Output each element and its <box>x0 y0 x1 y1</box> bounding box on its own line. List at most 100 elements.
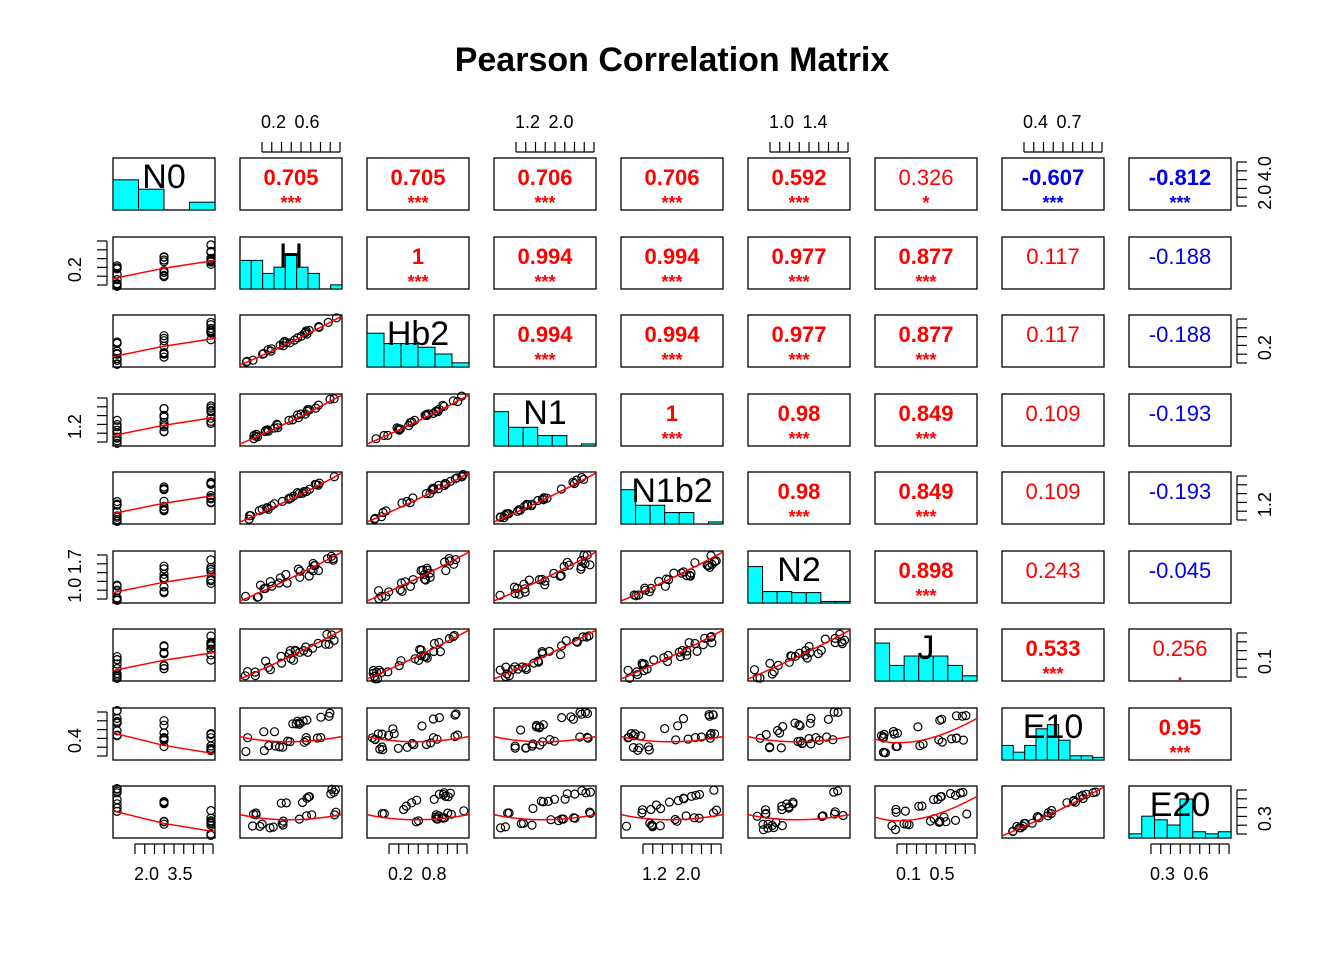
coefficient-hb2-n1b2: 0.994 <box>644 322 700 347</box>
histogram-bar <box>330 284 343 290</box>
scatter-n1-hb2 <box>366 391 470 445</box>
panel-n1b2-j <box>874 471 978 525</box>
histogram-bar <box>262 272 275 290</box>
panel-e20-hb2 <box>366 785 470 839</box>
scatter-point <box>957 711 968 721</box>
scatter-point <box>288 655 299 665</box>
scatter-point <box>159 501 169 511</box>
histogram-bar <box>1205 833 1219 839</box>
scatter-point <box>696 732 707 742</box>
scatter-point <box>773 660 783 671</box>
histogram-bar <box>1080 755 1094 761</box>
top-axis-h: 0.2 0.6 <box>261 112 341 153</box>
scatter-point <box>112 415 122 425</box>
scatter-point <box>794 720 804 730</box>
scatter-point <box>159 427 169 437</box>
scatter-point <box>707 638 717 648</box>
scatter-point <box>537 574 547 585</box>
scatter-point <box>314 322 324 332</box>
scatter-point <box>937 737 947 747</box>
scatter-h-n0 <box>112 240 216 291</box>
scatter-point <box>664 797 675 807</box>
panel-n1b2-h <box>239 471 343 525</box>
panel-e20-n2 <box>747 785 851 839</box>
scatter-n2-n0 <box>112 555 216 606</box>
scatter-point <box>269 499 279 509</box>
scatter-point <box>112 705 122 716</box>
scatter-point <box>1091 787 1101 797</box>
scatter-point <box>159 564 169 574</box>
scatter-point <box>268 822 278 832</box>
scatter-point <box>764 743 775 753</box>
scatter-n2-n1 <box>493 550 597 602</box>
scatter-j-n1b2 <box>620 629 724 683</box>
scatter-point <box>159 270 169 280</box>
scatter-point <box>582 708 593 719</box>
scatter-point <box>251 810 261 820</box>
scatter-point <box>159 733 169 743</box>
scatter-point <box>876 731 887 741</box>
scatter-point <box>679 794 689 804</box>
scatter-point <box>540 580 550 590</box>
scatter-point <box>936 791 946 802</box>
coefficient-n0-n2: 0.592 <box>771 165 826 190</box>
scatter-point <box>774 728 785 738</box>
coefficient-hb2-j: 0.877 <box>898 322 953 347</box>
scatter-e10-n1 <box>493 707 597 753</box>
scatter-point <box>935 816 945 826</box>
scatter-point <box>399 804 409 815</box>
smooth-line <box>112 494 216 515</box>
panel-hb2-e20 <box>1128 314 1232 368</box>
scatter-point <box>389 729 399 739</box>
scatter-point <box>917 801 927 811</box>
scatter-point <box>159 716 169 726</box>
scatter-point <box>112 275 122 285</box>
scatter-point <box>496 823 506 833</box>
scatter-point <box>500 822 510 832</box>
scatter-point <box>295 647 305 657</box>
scatter-point <box>451 709 461 719</box>
scatter-point <box>833 707 843 718</box>
scatter-point <box>206 729 216 740</box>
scatter-point <box>900 806 911 816</box>
scatter-point <box>429 794 439 805</box>
coefficient-n1-e10: 0.109 <box>1025 401 1080 426</box>
significance-stars: *** <box>788 350 809 370</box>
smooth-line <box>493 472 597 523</box>
scatter-point <box>284 494 294 504</box>
tick-label: 0.3 <box>1150 864 1175 884</box>
tick-label: 0.2 <box>261 112 286 132</box>
bottom-axis-n0: 2.0 3.5 <box>134 843 214 884</box>
scatter-point <box>691 790 701 800</box>
scatter-point <box>265 576 275 587</box>
scatter-point <box>278 338 289 348</box>
panel-n1b2-hb2 <box>366 471 470 525</box>
scatter-point <box>112 337 122 347</box>
scatter-point <box>273 423 283 433</box>
scatter-point <box>112 354 122 364</box>
scatter-point <box>795 721 805 731</box>
histogram-bar <box>664 512 680 525</box>
scatter-point <box>761 729 771 740</box>
scatter-point <box>112 500 122 510</box>
panel-h-e20 <box>1128 236 1232 290</box>
coefficient-n2-e20: -0.045 <box>1149 558 1211 583</box>
scatter-point <box>325 708 335 718</box>
scatter-point <box>434 789 444 799</box>
histogram-bar <box>1058 739 1071 761</box>
scatter-point <box>643 742 654 752</box>
scatter-point <box>890 824 901 835</box>
scatter-point <box>159 505 169 515</box>
significance-stars: *** <box>407 272 428 292</box>
coefficient-h-j: 0.877 <box>898 244 953 269</box>
scatter-point <box>206 820 216 830</box>
scatter-point <box>377 742 387 752</box>
panel-n2-n1b2 <box>620 550 724 604</box>
scatter-point <box>373 729 383 739</box>
panel-h-e10 <box>1001 236 1105 290</box>
scatter-point <box>676 568 687 578</box>
scatter-point <box>623 665 633 675</box>
scatter-point <box>651 800 662 810</box>
coefficient-h-hb2: 1 <box>412 244 424 269</box>
scatter-point <box>707 559 717 570</box>
